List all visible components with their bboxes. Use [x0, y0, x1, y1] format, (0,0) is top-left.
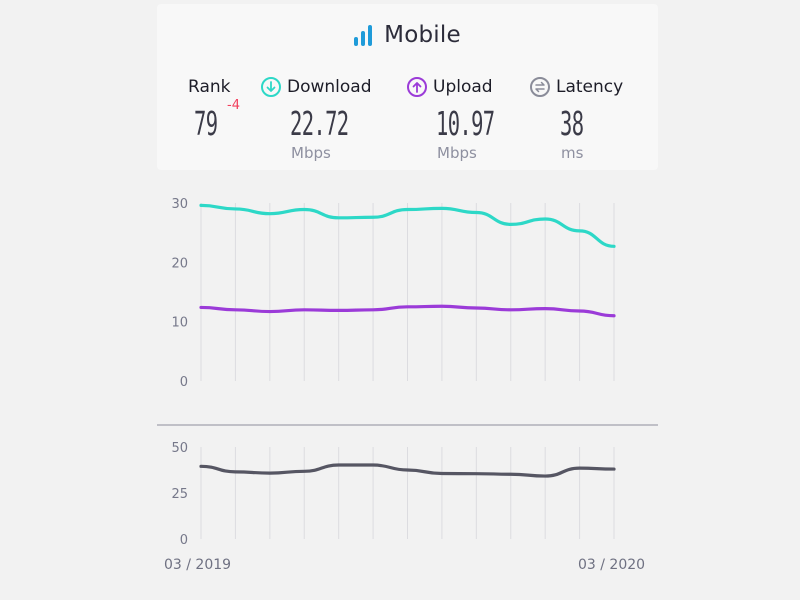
y-tick-label: 0 [180, 375, 188, 390]
download-label-text: Download [287, 77, 372, 97]
rank-value: 79 [194, 104, 218, 143]
y-tick-label: 25 [171, 487, 188, 502]
y-tick-label: 0 [180, 533, 188, 548]
summary-card: Mobile Rank 79 -4 Download 22.72 Mbps Up… [157, 4, 658, 170]
y-tick-label: 50 [171, 441, 188, 456]
upload-arrow-icon [407, 77, 427, 97]
upload-unit: Mbps [437, 144, 477, 162]
latency-label-text: Latency [556, 77, 624, 97]
latency-unit: ms [561, 144, 584, 162]
upload-value: 10.97 [436, 104, 495, 143]
latency-arrows-icon [530, 77, 550, 97]
y-tick-label: 10 [171, 316, 188, 331]
download-arrow-icon [261, 77, 281, 97]
signal-bars-icon [354, 24, 374, 46]
page-title: Mobile [384, 22, 461, 48]
download-value: 22.72 [290, 104, 349, 143]
x-axis-start-label: 03 / 2019 [164, 557, 232, 573]
rank-delta-badge: -4 [227, 98, 240, 113]
y-tick-label: 30 [171, 197, 188, 212]
rank-label: Rank [188, 77, 230, 97]
upload-label-text: Upload [433, 77, 493, 97]
latency-label: Latency [530, 77, 623, 97]
x-axis-end-label: 03 / 2020 [578, 557, 646, 573]
upload-label: Upload [407, 77, 493, 97]
latency-value: 38 [560, 104, 584, 143]
download-label: Download [261, 77, 372, 97]
rank-label-text: Rank [188, 77, 231, 97]
y-tick-label: 20 [171, 256, 188, 271]
latency-chart: 0 25 50 [171, 441, 616, 548]
download-unit: Mbps [291, 144, 331, 162]
speed-chart: 0 10 20 30 [171, 197, 616, 390]
title-row: Mobile [157, 22, 658, 48]
